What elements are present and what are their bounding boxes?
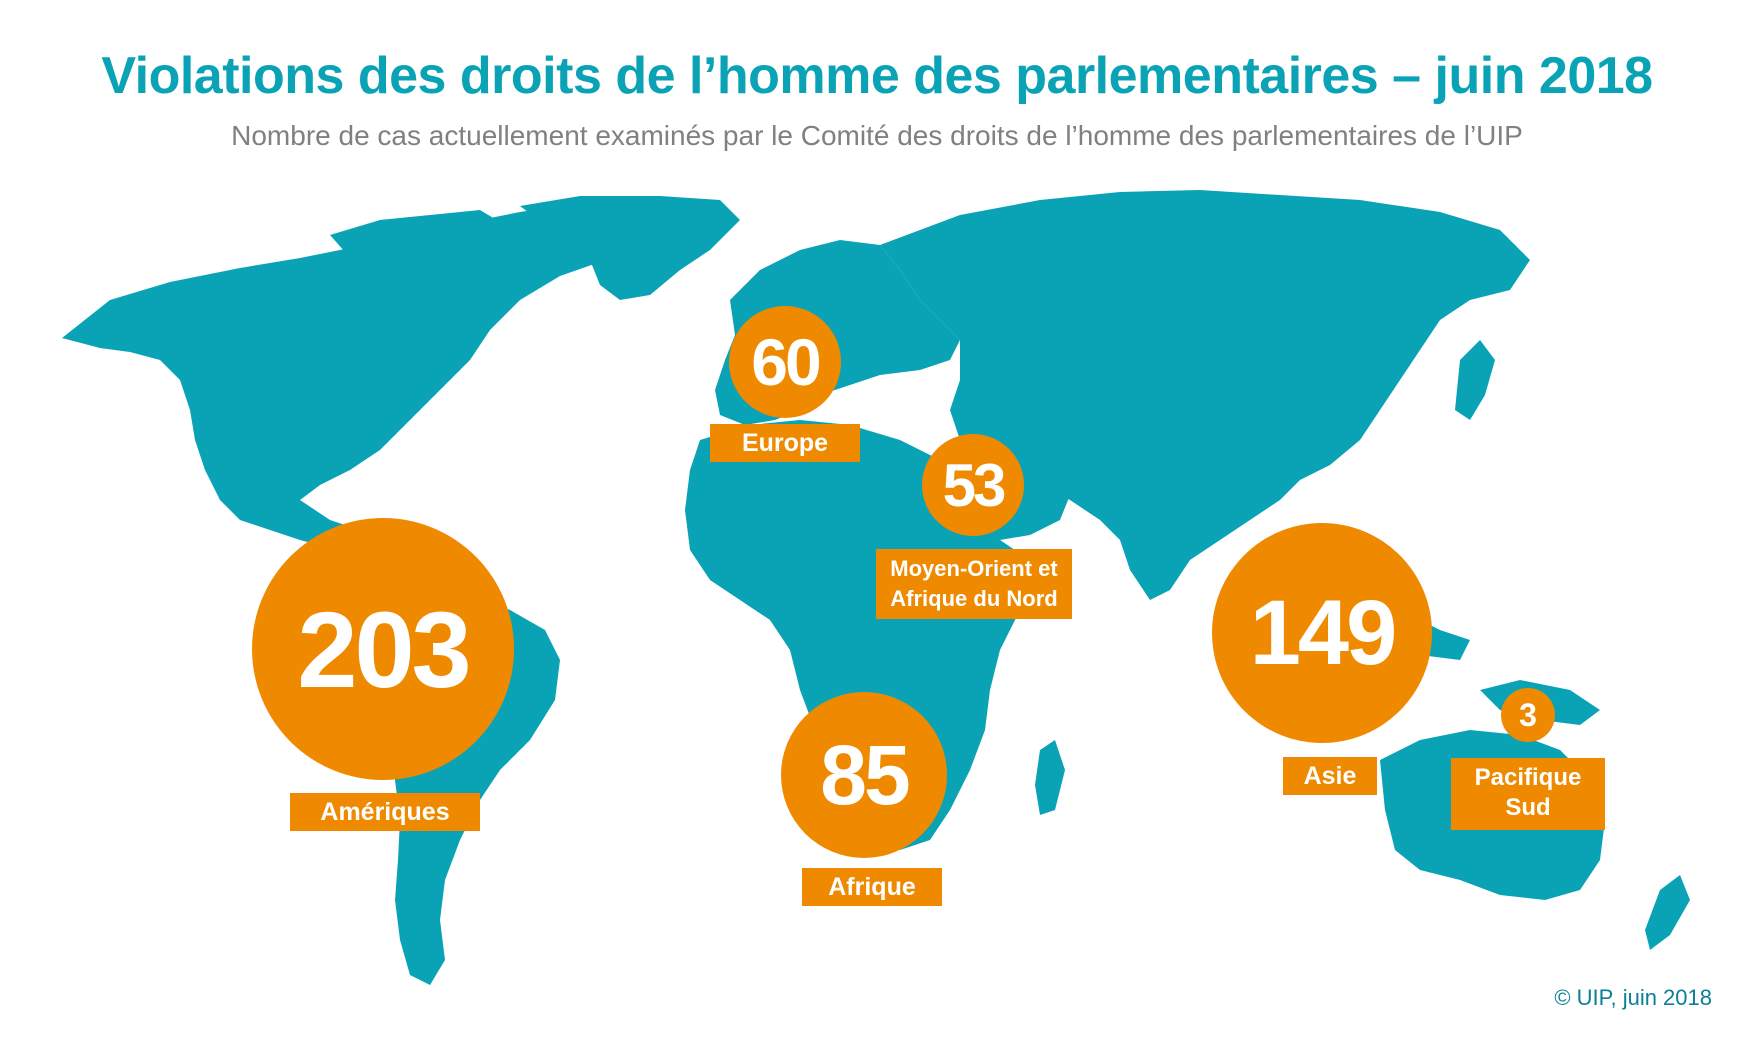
region-bubble-europe: 60 xyxy=(729,306,841,418)
region-bubble-ameriques: 203 xyxy=(252,518,514,780)
page-title: Violations des droits de l’homme des par… xyxy=(101,47,1653,105)
region-bubble-afrique: 85 xyxy=(781,692,947,858)
region-value-ameriques: 203 xyxy=(297,588,471,710)
region-value-pacifique: 3 xyxy=(1519,696,1537,733)
landmass-asia xyxy=(880,190,1530,600)
region-value-moyen-orient: 53 xyxy=(942,451,1007,519)
region-label-pacifique: Pacifique Sud xyxy=(1451,758,1605,830)
page-subtitle: Nombre de cas actuellement examinés par … xyxy=(231,120,1523,151)
region-value-asie: 149 xyxy=(1249,581,1397,684)
landmass-greenland xyxy=(520,196,740,300)
region-label-asie: Asie xyxy=(1283,757,1377,795)
region-label-ameriques: Amériques xyxy=(290,793,480,831)
region-bubble-asie: 149 xyxy=(1212,523,1432,743)
region-label-afrique: Afrique xyxy=(802,868,942,906)
landmass-north-america xyxy=(62,206,620,555)
region-label-moyen-orient: Moyen-Orient et Afrique du Nord xyxy=(876,549,1072,619)
region-value-europe: 60 xyxy=(751,325,821,399)
region-bubble-pacifique: 3 xyxy=(1501,688,1555,742)
region-bubble-moyen-orient: 53 xyxy=(922,434,1024,536)
landmass-japan xyxy=(1455,340,1495,420)
landmass-new-zealand xyxy=(1645,875,1690,950)
copyright-credit: © UIP, juin 2018 xyxy=(1554,985,1712,1010)
region-label-europe: Europe xyxy=(710,424,860,462)
landmass-madagascar xyxy=(1035,740,1065,815)
landmass-arctic-islands xyxy=(330,210,500,255)
region-value-afrique: 85 xyxy=(820,727,910,822)
